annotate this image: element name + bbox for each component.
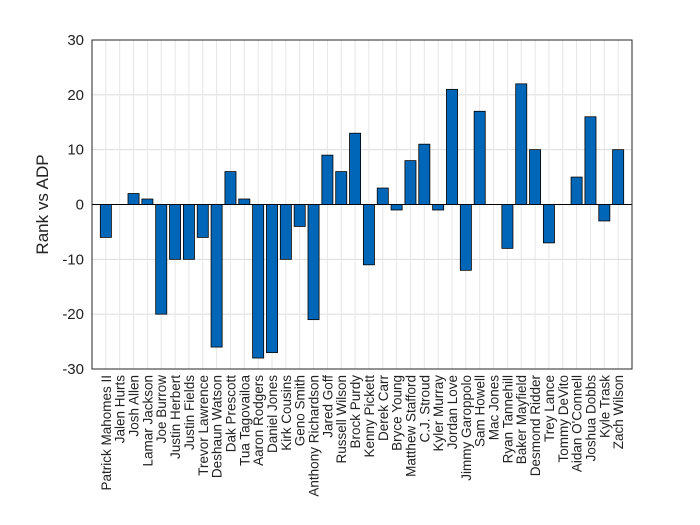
x-tick-label: Ryan Tannehill: [500, 375, 515, 463]
bar: [127, 193, 140, 205]
bar: [362, 204, 375, 266]
bar: [279, 204, 292, 260]
bar: [169, 204, 182, 260]
x-tick-label: Deshaun Watson: [210, 375, 225, 478]
bar: [335, 171, 348, 205]
x-tick-label: Daniel Jones: [265, 375, 280, 453]
bar: [515, 83, 528, 205]
y-tick-label: 0: [76, 197, 84, 214]
x-tick-label: Baker Mayfield: [514, 375, 529, 464]
x-tick-label: Kyle Trask: [597, 375, 612, 438]
x-tick-label: Joe Burrow: [154, 375, 169, 444]
x-tick-label: Kyler Murray: [431, 375, 446, 452]
x-tick-label: Kirk Cousins: [279, 375, 294, 451]
bar: [196, 204, 209, 238]
y-tick-label: 20: [67, 87, 84, 104]
bar: [307, 204, 320, 321]
bars: [99, 83, 625, 359]
x-tick-label: Lamar Jackson: [140, 375, 155, 467]
bar: [542, 204, 555, 244]
bar: [418, 143, 431, 205]
x-tick-label: Justin Herbert: [168, 375, 183, 459]
bar: [349, 132, 362, 205]
bar: [141, 198, 154, 205]
bar: [584, 116, 597, 205]
x-tick-label: Justin Fields: [182, 375, 197, 450]
y-axis-ticks: -30 -20 -10 0 10 20 30: [62, 32, 84, 378]
x-tick-label: Desmond Ridder: [528, 374, 543, 476]
bar: [473, 110, 486, 205]
y-tick-label: 10: [67, 142, 84, 159]
bar: [404, 160, 417, 205]
x-tick-label: Matthew Stafford: [403, 375, 418, 477]
bar: [182, 204, 195, 260]
x-tick-label: Jalen Hurts: [113, 375, 128, 444]
bar: [570, 176, 583, 205]
plot-frame: [91, 39, 633, 370]
y-tick-label: -30: [62, 361, 84, 378]
bar: [598, 204, 611, 222]
bar: [252, 204, 265, 359]
bar: [266, 204, 278, 353]
y-tick-label: -20: [62, 306, 84, 323]
bar: [459, 204, 472, 271]
x-tick-label: Tommy DeVito: [556, 375, 571, 463]
x-tick-label: Trevor Lawrence: [196, 375, 211, 476]
bar: [293, 204, 306, 227]
bar: [321, 154, 334, 205]
x-tick-label: Dak Prescott: [223, 375, 238, 453]
bar: [155, 204, 168, 315]
x-tick-label: Aaron Rodgers: [251, 375, 266, 466]
bar: [432, 204, 445, 211]
x-tick-label: Mac Jones: [487, 375, 502, 441]
bar: [238, 198, 251, 205]
x-tick-label: Bryce Young: [390, 375, 405, 451]
x-tick-label: Geno Smith: [293, 375, 308, 446]
x-tick-label: Anthony Richardson: [307, 375, 322, 497]
bar: [529, 149, 542, 205]
y-tick-label: 30: [67, 32, 84, 49]
bar: [446, 88, 458, 205]
bar: [99, 204, 112, 238]
x-tick-label: Jimmy Garoppolo: [459, 375, 474, 481]
x-tick-label: Derek Carr: [376, 375, 391, 442]
bar: [501, 204, 514, 249]
x-tick-label: Patrick Mahomes II: [99, 375, 114, 491]
x-tick-label: Joshua Dobbs: [583, 375, 598, 462]
x-tick-label: Sam Howell: [473, 375, 488, 447]
bar: [612, 149, 625, 205]
x-tick-label: Jared Goff: [320, 375, 335, 438]
bar: [224, 171, 237, 205]
y-tick-label: -10: [62, 251, 84, 268]
x-tick-label: Brock Purdy: [348, 375, 363, 449]
bar: [376, 187, 389, 205]
x-tick-label: Russell Wilson: [334, 375, 349, 464]
bar: [390, 204, 403, 211]
y-axis-title: Rank vs ADP: [33, 154, 52, 254]
x-tick-label: Josh Allen: [127, 375, 142, 437]
x-tick-label: Aidan O'Connell: [570, 375, 585, 472]
x-tick-label: Jordan Love: [445, 375, 460, 449]
x-tick-label: Tua Tagovailoa: [237, 375, 252, 466]
x-tick-label: Kenny Pickett: [362, 375, 377, 458]
x-tick-label: C.J. Stroud: [417, 375, 432, 443]
bar: [210, 204, 223, 348]
x-tick-label: Zach Wilson: [611, 375, 626, 449]
x-tick-label: Trey Lance: [542, 375, 557, 442]
